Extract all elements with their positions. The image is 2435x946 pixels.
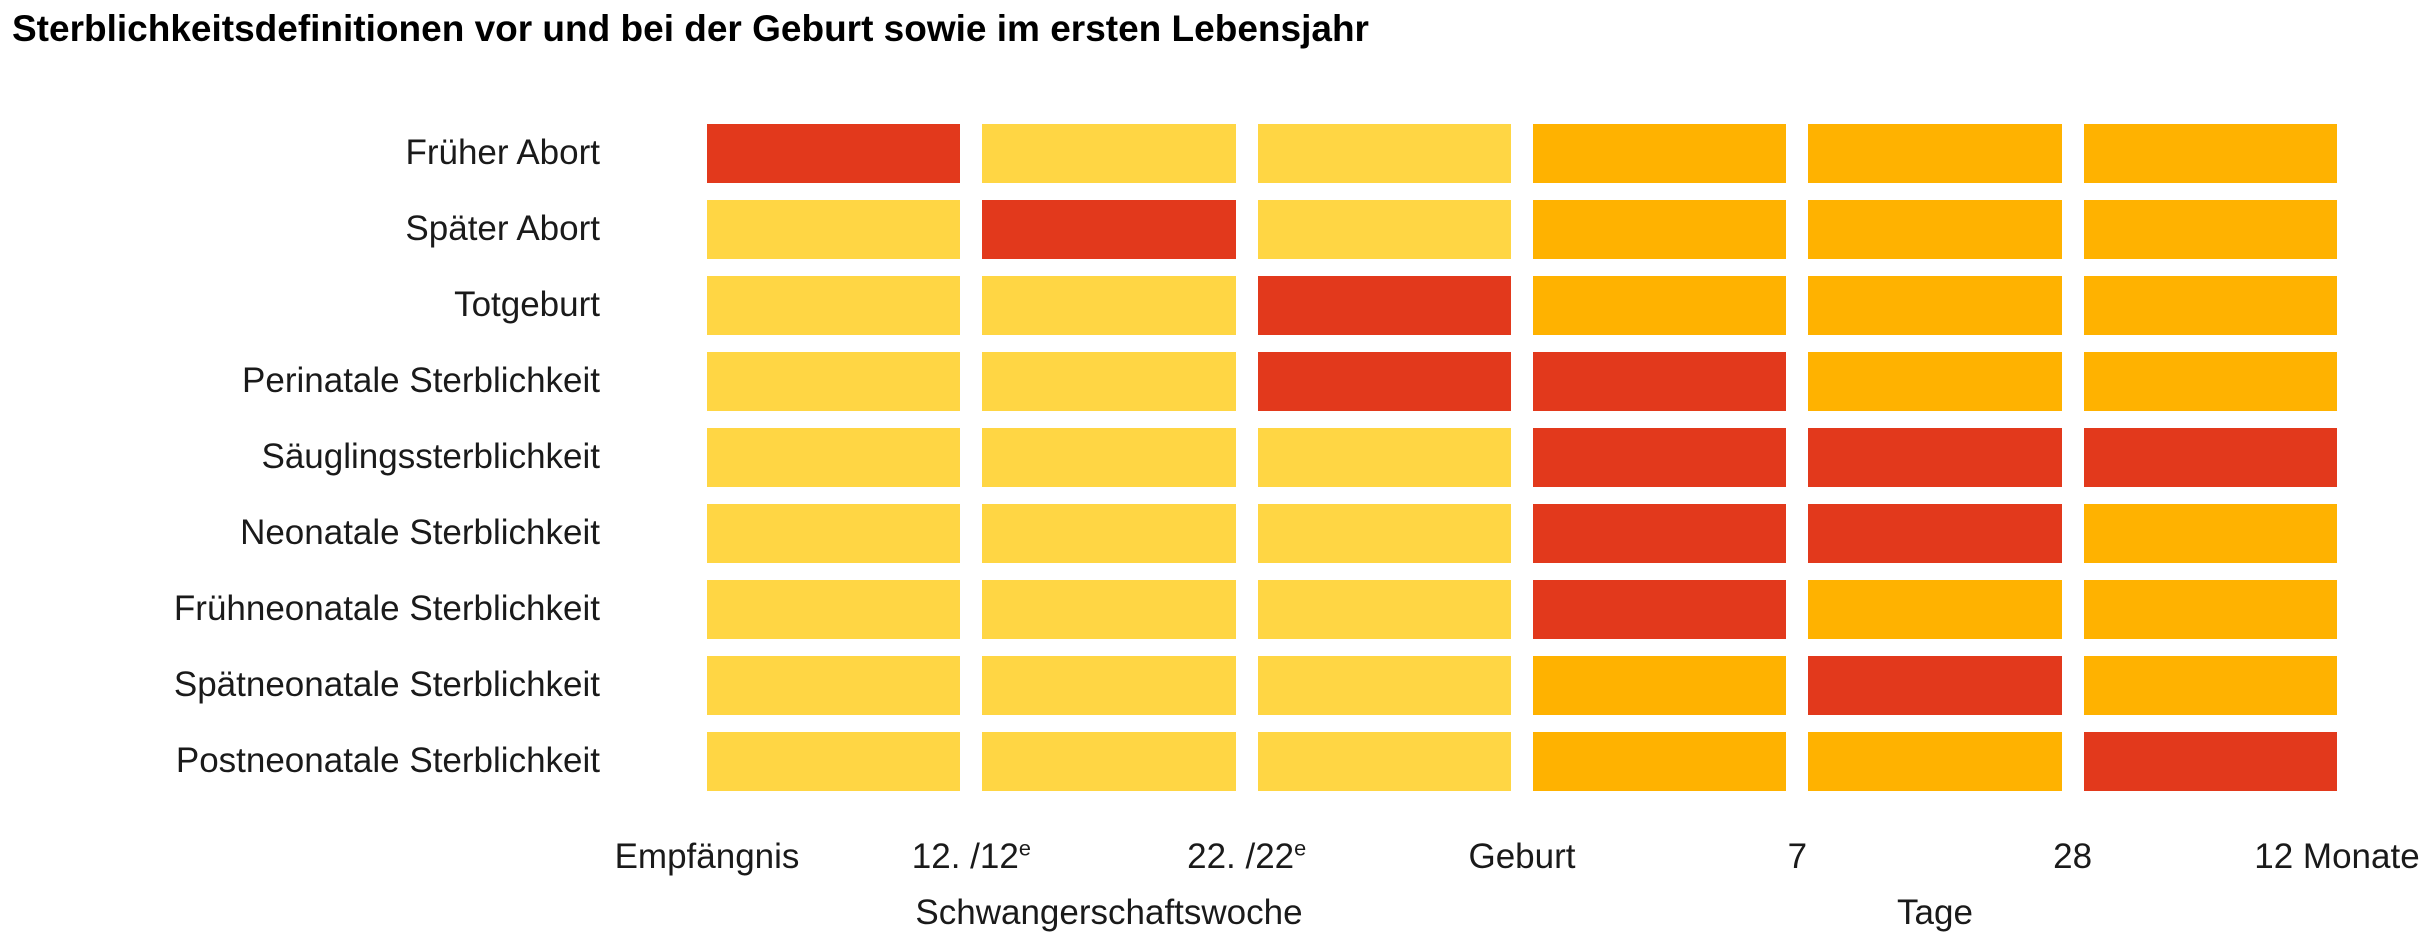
heatmap-cell-orange bbox=[1808, 732, 2062, 791]
heatmap-cell-yellow bbox=[1257, 504, 1511, 563]
heatmap-cell-orange bbox=[1532, 732, 1787, 791]
heatmap-cell-yellow bbox=[982, 732, 1236, 791]
x-axis: Empfängnis 12. /12e 22. /22e Geburt 7 28 12 Mo… bbox=[615, 835, 2420, 946]
chart-title: Sterblichkeitsdefinitionen vor und bei d… bbox=[12, 8, 1369, 49]
heatmap-row: Später Abort bbox=[0, 200, 2337, 259]
heatmap-cell-red bbox=[707, 124, 961, 183]
x-axis-boundary-label: 28 bbox=[2053, 837, 2093, 876]
heatmap-row: Perinatale Sterblichkeit bbox=[0, 352, 2337, 411]
row-cells bbox=[707, 124, 2337, 183]
x-axis-boundary-label: 22. /22e bbox=[1187, 835, 1307, 876]
row-label: Totgeburt bbox=[454, 285, 600, 325]
row-cells bbox=[707, 656, 2337, 715]
heatmap-cell-yellow bbox=[982, 504, 1236, 563]
row-cells bbox=[707, 428, 2337, 487]
heatmap-cell-orange bbox=[1532, 656, 1787, 715]
heatmap-row: Postneonatale Sterblichkeit bbox=[0, 732, 2337, 791]
heatmap-cell-orange bbox=[1808, 580, 2062, 639]
heatmap-cell-orange bbox=[1808, 200, 2062, 259]
row-label: Frühneonatale Sterblichkeit bbox=[173, 589, 600, 629]
row-label: Spätneonatale Sterblichkeit bbox=[173, 665, 600, 705]
heatmap-row: Früher Abort bbox=[0, 124, 2337, 183]
row-label: Später Abort bbox=[405, 209, 600, 249]
heatmap-cell-red bbox=[1532, 352, 1787, 411]
x-axis-unit-label: Tage bbox=[1897, 893, 1973, 932]
heatmap-cell-yellow bbox=[707, 276, 961, 335]
heatmap-cell-red bbox=[1257, 276, 1511, 335]
heatmap-cell-orange bbox=[1532, 200, 1787, 259]
heatmap-cell-yellow bbox=[707, 200, 961, 259]
heatmap-cell-yellow bbox=[707, 504, 961, 563]
heatmap-cell-red bbox=[1532, 428, 1787, 487]
heatmap-cell-red bbox=[1257, 352, 1511, 411]
row-label: Perinatale Sterblichkeit bbox=[242, 361, 600, 401]
x-axis-boundary-label: Empfängnis bbox=[614, 837, 800, 876]
row-cells bbox=[707, 580, 2337, 639]
heatmap-cell-orange bbox=[2083, 352, 2337, 411]
heatmap-cell-yellow bbox=[1257, 428, 1511, 487]
heatmap-cell-yellow bbox=[982, 428, 1236, 487]
row-cells bbox=[707, 504, 2337, 563]
heatmap-cell-yellow bbox=[982, 656, 1236, 715]
row-cells bbox=[707, 732, 2337, 791]
heatmap-cell-orange bbox=[2083, 200, 2337, 259]
heatmap-cell-orange bbox=[1532, 124, 1787, 183]
heatmap-row: Säuglingssterblichkeit bbox=[0, 428, 2337, 487]
heatmap-row: Frühneonatale Sterblichkeit bbox=[0, 580, 2337, 639]
row-cells bbox=[707, 276, 2337, 335]
x-axis-boundary-label: 12. /12e bbox=[911, 835, 1031, 876]
heatmap-row: Neonatale Sterblichkeit bbox=[0, 504, 2337, 563]
heatmap-cell-orange bbox=[2083, 580, 2337, 639]
heatmap-cell-yellow bbox=[1257, 580, 1511, 639]
heatmap-row: Totgeburt bbox=[0, 276, 2337, 335]
x-axis-unit-label: Schwangerschaftswoche bbox=[915, 893, 1303, 932]
row-label: Früher Abort bbox=[405, 133, 600, 173]
heatmap-cell-red bbox=[982, 200, 1236, 259]
heatmap-cell-red bbox=[1532, 580, 1787, 639]
heatmap-cell-orange bbox=[2083, 504, 2337, 563]
heatmap-cell-orange bbox=[1808, 276, 2062, 335]
heatmap-cell-yellow bbox=[982, 580, 1236, 639]
x-axis-boundary-label: 7 bbox=[1787, 837, 1808, 876]
heatmap-cell-red bbox=[1808, 504, 2062, 563]
heatmap-cell-yellow bbox=[707, 580, 961, 639]
heatmap-cell-red bbox=[2083, 428, 2337, 487]
heatmap-cell-orange bbox=[1808, 352, 2062, 411]
heatmap-cell-red bbox=[1808, 428, 2062, 487]
x-axis-boundary-label: Geburt bbox=[1468, 837, 1576, 876]
heatmap-cell-orange bbox=[2083, 276, 2337, 335]
row-label: Säuglingssterblichkeit bbox=[261, 437, 600, 477]
row-label: Postneonatale Sterblichkeit bbox=[175, 741, 600, 781]
x-axis-boundary-label: 12 Monate bbox=[2254, 837, 2420, 876]
heatmap: Früher Abort Später Abort Totgeburt Perinat… bbox=[0, 124, 2337, 791]
heatmap-cell-yellow bbox=[707, 352, 961, 411]
heatmap-cell-yellow bbox=[707, 428, 961, 487]
row-cells bbox=[707, 200, 2337, 259]
superscript: e bbox=[1294, 835, 1307, 861]
heatmap-cell-yellow bbox=[982, 352, 1236, 411]
heatmap-cell-yellow bbox=[1257, 656, 1511, 715]
superscript: e bbox=[1018, 835, 1031, 861]
heatmap-cell-yellow bbox=[982, 124, 1236, 183]
heatmap-cell-orange bbox=[2083, 124, 2337, 183]
heatmap-cell-orange bbox=[2083, 656, 2337, 715]
heatmap-cell-yellow bbox=[1257, 124, 1511, 183]
heatmap-cell-yellow bbox=[707, 656, 961, 715]
heatmap-cell-orange bbox=[1808, 124, 2062, 183]
heatmap-cell-yellow bbox=[1257, 732, 1511, 791]
row-cells bbox=[707, 352, 2337, 411]
heatmap-cell-red bbox=[1808, 656, 2062, 715]
heatmap-cell-yellow bbox=[982, 276, 1236, 335]
row-label: Neonatale Sterblichkeit bbox=[240, 513, 600, 553]
heatmap-cell-red bbox=[2083, 732, 2337, 791]
heatmap-cell-red bbox=[1532, 504, 1787, 563]
heatmap-row: Spätneonatale Sterblichkeit bbox=[0, 656, 2337, 715]
heatmap-cell-orange bbox=[1532, 276, 1787, 335]
heatmap-cell-yellow bbox=[707, 732, 961, 791]
heatmap-cell-yellow bbox=[1257, 200, 1511, 259]
